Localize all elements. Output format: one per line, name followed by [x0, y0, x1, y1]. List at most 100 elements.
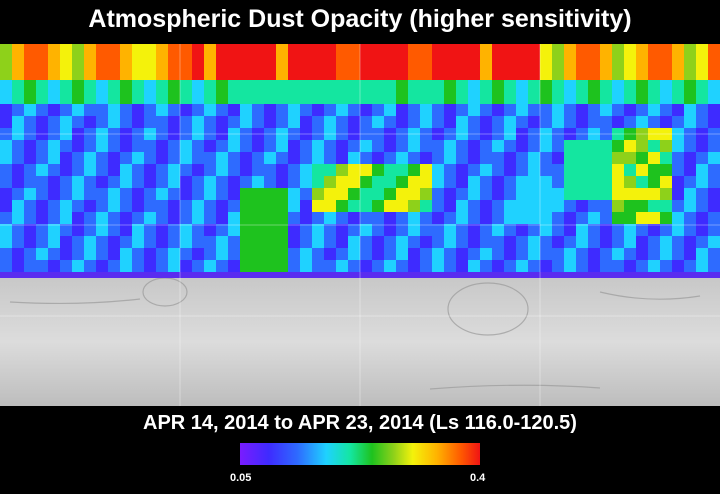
opacity-cell	[684, 80, 696, 92]
opacity-cell	[312, 140, 324, 152]
opacity-cell	[408, 44, 420, 56]
opacity-cell	[684, 164, 696, 176]
opacity-cell	[156, 224, 168, 236]
opacity-cell	[636, 188, 648, 200]
opacity-cell	[24, 152, 36, 164]
opacity-cell	[36, 104, 48, 116]
opacity-cell	[588, 152, 600, 164]
opacity-cell	[288, 164, 300, 176]
opacity-cell	[708, 200, 720, 212]
opacity-cell	[24, 176, 36, 188]
opacity-cell	[528, 140, 540, 152]
opacity-cell	[300, 152, 312, 164]
opacity-cell	[456, 80, 468, 92]
opacity-cell	[108, 164, 120, 176]
opacity-cell	[144, 128, 156, 140]
opacity-cell	[552, 224, 564, 236]
opacity-cell	[168, 44, 180, 56]
opacity-cell	[216, 236, 228, 248]
opacity-cell	[696, 212, 708, 224]
opacity-cell	[84, 176, 96, 188]
opacity-cell	[552, 92, 564, 104]
opacity-cell	[216, 176, 228, 188]
opacity-cell	[108, 140, 120, 152]
opacity-cell	[72, 260, 84, 272]
opacity-cell	[240, 56, 252, 68]
opacity-cell	[648, 236, 660, 248]
opacity-cell	[96, 80, 108, 92]
opacity-cell	[684, 56, 696, 68]
opacity-cell	[696, 248, 708, 260]
opacity-cell	[312, 236, 324, 248]
opacity-cell	[360, 224, 372, 236]
opacity-cell	[60, 56, 72, 68]
opacity-cell	[648, 68, 660, 80]
opacity-cell	[252, 92, 264, 104]
opacity-cell	[552, 152, 564, 164]
opacity-cell	[708, 92, 720, 104]
opacity-cell	[180, 80, 192, 92]
opacity-cell	[396, 140, 408, 152]
opacity-cell	[516, 176, 528, 188]
opacity-cell	[0, 80, 12, 92]
opacity-cell	[492, 164, 504, 176]
opacity-cell	[132, 92, 144, 104]
opacity-cell	[420, 68, 432, 80]
opacity-cell	[708, 188, 720, 200]
opacity-cell	[48, 212, 60, 224]
opacity-cell	[192, 92, 204, 104]
opacity-cell	[492, 188, 504, 200]
opacity-cell	[360, 152, 372, 164]
opacity-cell	[228, 260, 240, 272]
opacity-cell	[636, 260, 648, 272]
opacity-cell	[264, 248, 276, 260]
opacity-cell	[684, 140, 696, 152]
opacity-cell	[144, 92, 156, 104]
opacity-cell	[492, 56, 504, 68]
opacity-cell	[180, 152, 192, 164]
opacity-cell	[612, 236, 624, 248]
opacity-cell	[312, 260, 324, 272]
opacity-cell	[372, 164, 384, 176]
colorbar-max-label: 0.4	[470, 472, 486, 484]
opacity-cell	[336, 104, 348, 116]
opacity-cell	[636, 68, 648, 80]
opacity-cell	[108, 236, 120, 248]
opacity-cell	[600, 188, 612, 200]
opacity-cell	[456, 200, 468, 212]
opacity-cell	[216, 212, 228, 224]
opacity-cell	[108, 56, 120, 68]
opacity-cell	[252, 260, 264, 272]
opacity-cell	[60, 224, 72, 236]
opacity-cell	[504, 176, 516, 188]
opacity-cell	[276, 260, 288, 272]
opacity-cell	[408, 224, 420, 236]
opacity-cell	[216, 260, 228, 272]
opacity-cell	[540, 128, 552, 140]
opacity-cell	[12, 260, 24, 272]
opacity-cell	[96, 56, 108, 68]
opacity-cell	[456, 140, 468, 152]
opacity-cell	[504, 152, 516, 164]
opacity-cell	[72, 176, 84, 188]
opacity-cell	[228, 56, 240, 68]
opacity-cell	[84, 260, 96, 272]
opacity-cell	[468, 140, 480, 152]
opacity-cell	[132, 80, 144, 92]
opacity-cell	[108, 248, 120, 260]
opacity-cell	[528, 200, 540, 212]
opacity-cell	[288, 44, 300, 56]
opacity-cell	[696, 188, 708, 200]
opacity-cell	[384, 176, 396, 188]
opacity-cell	[552, 44, 564, 56]
opacity-cell	[624, 140, 636, 152]
opacity-cell	[708, 80, 720, 92]
opacity-cell	[444, 128, 456, 140]
opacity-cell	[528, 56, 540, 68]
opacity-cell	[228, 212, 240, 224]
opacity-cell	[480, 176, 492, 188]
opacity-cell	[156, 116, 168, 128]
opacity-cell	[60, 164, 72, 176]
opacity-cell	[588, 68, 600, 80]
opacity-cell	[36, 224, 48, 236]
